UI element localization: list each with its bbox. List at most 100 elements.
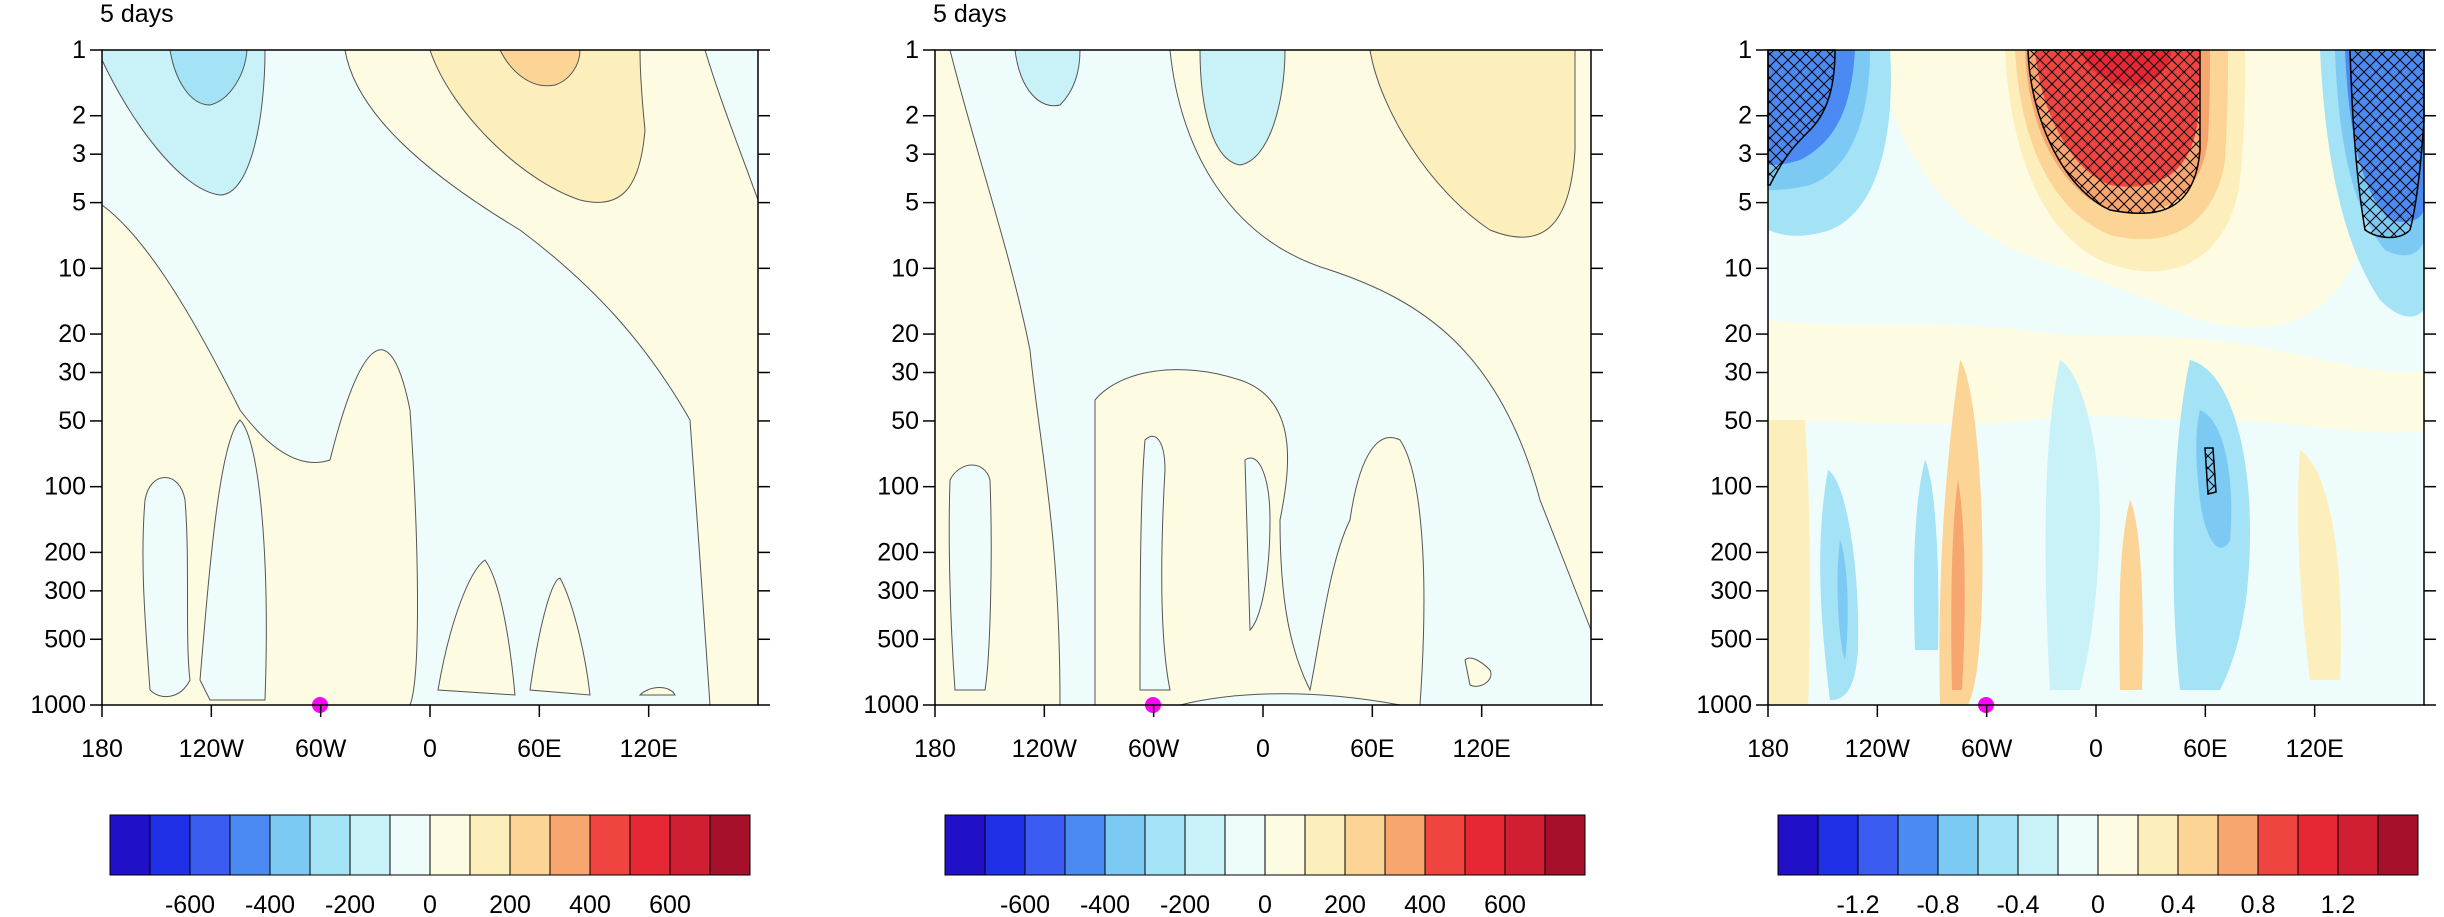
colorbar-swatch xyxy=(629,814,671,876)
panel-3-x-axis: 180 120W 60W 0 60E 120E xyxy=(1747,705,2344,763)
colorbar-label: -0.8 xyxy=(1916,891,1959,917)
y-tick-label: 500 xyxy=(1710,625,1752,653)
panel-2-cool-tongue-left xyxy=(1139,435,1171,691)
panel-1-orange-region-top xyxy=(429,49,646,203)
colorbar-label: -200 xyxy=(325,891,375,917)
colorbar-label: 400 xyxy=(1404,891,1446,917)
y-tick-label: 100 xyxy=(1710,473,1752,501)
x-tick-label: 120E xyxy=(2285,735,2343,763)
colorbar-swatch xyxy=(309,814,351,876)
colorbar-swatch xyxy=(1777,814,1819,876)
colorbar-swatch xyxy=(2217,814,2259,876)
y-tick-label: 200 xyxy=(1710,538,1752,566)
panel-2-y-axis: 1 2 3 5 10 20 30 50 100 200 300 500 1000 xyxy=(863,36,1603,719)
colorbar-swatch xyxy=(2137,814,2179,876)
colorbar-swatch xyxy=(2297,814,2339,876)
panel-3-colorbar: -1.2 -0.8 -0.4 0 0.4 0.8 1.2 xyxy=(1777,814,2419,917)
colorbar-label: 0 xyxy=(423,891,437,917)
y-tick-label: 1 xyxy=(905,36,919,64)
panel-3-cool-column-1-inner xyxy=(1837,540,1848,660)
panel-2-x-axis: 180 120W 60W 0 60E 120E xyxy=(914,705,1511,763)
x-tick-label: 0 xyxy=(423,735,437,763)
colorbar-swatch xyxy=(2017,814,2059,876)
y-tick-label: 1000 xyxy=(30,691,86,719)
colorbar-label: 0.4 xyxy=(2161,891,2196,917)
x-tick-label: 180 xyxy=(914,735,956,763)
y-tick-label: 20 xyxy=(891,320,919,348)
panel-3-hatched-top-right xyxy=(2349,49,2425,239)
y-tick-label: 30 xyxy=(1724,359,1752,387)
panel-2-cool-bottom-right xyxy=(1179,693,1401,706)
y-tick-label: 50 xyxy=(58,407,86,435)
y-tick-label: 3 xyxy=(1738,140,1752,168)
colorbar-swatch xyxy=(1184,814,1226,876)
colorbar-swatch xyxy=(2377,814,2419,876)
panel-1-warm-blob-right xyxy=(638,687,676,696)
colorbar-swatch xyxy=(2097,814,2139,876)
colorbar-swatch xyxy=(1064,814,1106,876)
y-tick-label: 3 xyxy=(905,140,919,168)
x-tick-label: 180 xyxy=(81,735,123,763)
y-tick-label: 1000 xyxy=(1696,691,1752,719)
colorbar-swatch xyxy=(1384,814,1426,876)
y-tick-label: 5 xyxy=(1738,189,1752,217)
panel-1-warm-region-top-right xyxy=(344,49,759,706)
y-tick-label: 10 xyxy=(1724,254,1752,282)
colorbar-swatch xyxy=(1344,814,1386,876)
panel-1-warm-tongue-1 xyxy=(437,559,516,696)
panel-2-orange-region-top xyxy=(1369,49,1576,238)
colorbar-swatch xyxy=(1504,814,1546,876)
colorbar-swatch xyxy=(1817,814,1859,876)
colorbar-swatch xyxy=(509,814,551,876)
panel-3-y-axis: 1 2 3 5 10 20 30 50 100 200 300 500 1000 xyxy=(1696,36,2436,719)
colorbar-swatch xyxy=(1424,814,1466,876)
y-tick-label: 1000 xyxy=(863,691,919,719)
x-tick-label: 60E xyxy=(517,735,561,763)
y-tick-label: 30 xyxy=(58,359,86,387)
colorbar-swatch xyxy=(1104,814,1146,876)
colorbar-swatch xyxy=(429,814,471,876)
colorbar-label: -600 xyxy=(165,891,215,917)
colorbar-swatch xyxy=(669,814,711,876)
y-tick-label: 200 xyxy=(44,538,86,566)
colorbar-label: 600 xyxy=(649,891,691,917)
panel-1-y-axis: 1 2 3 5 10 20 30 50 100 200 300 500 1000 xyxy=(30,36,770,719)
colorbar-swatch xyxy=(1544,814,1586,876)
colorbar-swatch xyxy=(469,814,511,876)
y-tick-label: 500 xyxy=(877,625,919,653)
colorbar-label: 0 xyxy=(1258,891,1272,917)
y-tick-label: 300 xyxy=(1710,577,1752,605)
colorbar-label: -0.4 xyxy=(1996,891,2039,917)
x-tick-label: 180 xyxy=(1747,735,1789,763)
colorbar-swatch xyxy=(1264,814,1306,876)
colorbar-swatch xyxy=(2057,814,2099,876)
y-tick-label: 10 xyxy=(58,254,86,282)
panel-3-warm-right-column xyxy=(2119,500,2143,690)
y-tick-label: 5 xyxy=(72,189,86,217)
y-tick-label: 300 xyxy=(44,577,86,605)
panel-3-warm-band-mid xyxy=(1768,320,2424,433)
colorbar-swatch xyxy=(1224,814,1266,876)
panel-2-blue-region-1 xyxy=(1014,49,1081,107)
x-tick-label: 120W xyxy=(179,735,245,763)
colorbar-label: 200 xyxy=(489,891,531,917)
colorbar-swatch xyxy=(549,814,591,876)
colorbar-label: 0 xyxy=(2091,891,2105,917)
y-tick-label: 300 xyxy=(877,577,919,605)
x-tick-label: 60E xyxy=(1350,735,1394,763)
panel-3: 1 2 3 5 10 20 30 50 100 200 300 500 1000 180 120W 60W 0… xyxy=(1696,36,2436,917)
panel-1-colorbar: -600 -400 -200 0 200 400 600 xyxy=(109,814,751,917)
x-tick-label: 0 xyxy=(2089,735,2103,763)
y-tick-label: 100 xyxy=(44,473,86,501)
panel-2-colorbar: -600 -400 -200 0 200 400 600 xyxy=(944,814,1586,917)
colorbar-swatch xyxy=(2177,814,2219,876)
panel-3-hatched-top-left xyxy=(1767,49,1836,186)
panel-3-warm-right-column-2 xyxy=(2298,450,2341,680)
colorbar-label: -1.2 xyxy=(1836,891,1879,917)
colorbar-swatch xyxy=(349,814,391,876)
colorbar-label: -600 xyxy=(1000,891,1050,917)
colorbar-swatch xyxy=(589,814,631,876)
colorbar-label: 0.8 xyxy=(2241,891,2276,917)
colorbar-swatch xyxy=(2257,814,2299,876)
panel-2-warm-speck xyxy=(1464,657,1492,687)
